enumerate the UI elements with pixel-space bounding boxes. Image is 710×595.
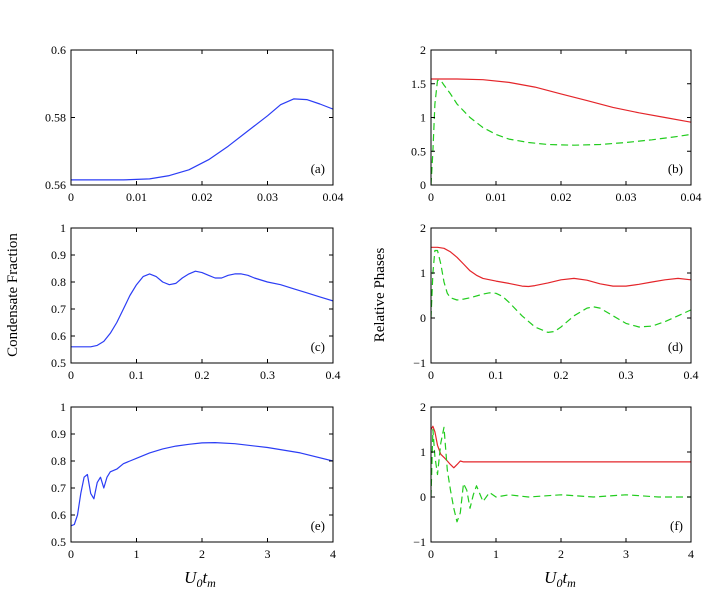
x-tick-label-c: 0.1 <box>129 368 144 382</box>
y-tick-label-c: 0.8 <box>51 275 66 289</box>
series-d-2 <box>431 249 691 333</box>
series-d-1 <box>431 246 691 288</box>
y-tick-label-e: 0.9 <box>51 427 66 441</box>
y-tick-label-e: 0.6 <box>51 508 66 522</box>
panel-label-f: (f) <box>670 518 683 533</box>
x-tick-label-e: 0 <box>68 547 74 561</box>
x-tick-label-d: 0 <box>428 368 434 382</box>
y-tick-label-c: 0.6 <box>51 329 66 343</box>
panel-label-c: (c) <box>311 339 325 354</box>
y-tick-label-d: −1 <box>413 356 426 370</box>
x-tick-label-a: 0.04 <box>323 190 344 204</box>
x-tick-label-d: 0.3 <box>619 368 634 382</box>
x-tick-label-e: 3 <box>265 547 271 561</box>
x-tick-label-b: 0.03 <box>616 190 637 204</box>
y-tick-label-a: 0.6 <box>51 43 66 57</box>
y-tick-label-d: 1 <box>420 266 426 280</box>
x-tick-label-e: 1 <box>134 547 140 561</box>
y-tick-label-c: 0.5 <box>51 356 66 370</box>
y-tick-label-f: −1 <box>413 535 426 549</box>
y-tick-label-b: 2 <box>420 43 426 57</box>
y-tick-label-d: 2 <box>420 221 426 235</box>
y-tick-label-d: 0 <box>420 311 426 325</box>
x-axis-label-left: U0tm <box>184 568 216 590</box>
panel-label-a: (a) <box>311 161 325 176</box>
x-tick-label-e: 2 <box>199 547 205 561</box>
axes-frame-a <box>70 49 334 186</box>
y-tick-label-a: 0.56 <box>45 178 66 192</box>
panel-c: 0 0.1 0.2 0.3 0.4 0.5 0.6 0.7 0.8 0.9 1 (c) <box>51 221 341 382</box>
x-label-u: U <box>184 568 198 587</box>
x-label-u: U <box>544 568 558 587</box>
axes-frame-f <box>430 406 692 543</box>
x-tick-label-c: 0 <box>68 368 74 382</box>
x-tick-label-f: 1 <box>493 547 499 561</box>
y-tick-label-c: 0.7 <box>51 302 66 316</box>
x-tick-label-c: 0.4 <box>326 368 341 382</box>
x-label-sub-0: 0 <box>196 576 202 590</box>
x-tick-label-f: 3 <box>623 547 629 561</box>
y-tick-label-f: 2 <box>420 400 426 414</box>
x-tick-label-d: 0.4 <box>684 368 699 382</box>
series-a-1 <box>71 98 333 181</box>
x-label-t: t <box>202 568 208 587</box>
x-tick-label-c: 0.2 <box>195 368 210 382</box>
y-tick-label-e: 0.7 <box>51 481 66 495</box>
x-tick-label-f: 4 <box>688 547 694 561</box>
y-tick-label-e: 0.5 <box>51 535 66 549</box>
series-c-1 <box>71 270 333 348</box>
panel-label-d: (d) <box>668 339 683 354</box>
x-tick-label-a: 0.02 <box>192 190 213 204</box>
x-tick-label-b: 0.04 <box>681 190 702 204</box>
y-tick-label-c: 0.9 <box>51 248 66 262</box>
x-tick-label-b: 0.02 <box>551 190 572 204</box>
y-tick-label-e: 1 <box>60 400 66 414</box>
x-tick-label-a: 0.03 <box>257 190 278 204</box>
x-tick-label-d: 0.2 <box>554 368 569 382</box>
y-tick-label-b: 1 <box>420 111 426 125</box>
x-axis-label-right: U0tm <box>544 568 576 590</box>
y-axis-label-left: Condensate Fraction <box>5 233 21 357</box>
y-tick-label-b: 0.5 <box>411 144 426 158</box>
panel-a: 0 0.01 0.02 0.03 0.04 0.56 0.58 0.6 (a) <box>45 43 344 204</box>
x-tick-label-f: 2 <box>558 547 564 561</box>
y-tick-label-b: 0 <box>420 178 426 192</box>
y-tick-label-f: 1 <box>420 445 426 459</box>
y-tick-label-c: 1 <box>60 221 66 235</box>
x-label-sub-0: 0 <box>556 576 562 590</box>
x-tick-label-d: 0.1 <box>489 368 504 382</box>
series-f-1 <box>431 425 691 469</box>
axes-frame-c <box>70 227 334 364</box>
y-axis-label-right: Relative Phases <box>372 248 388 343</box>
panel-label-e: (e) <box>311 518 325 533</box>
x-tick-label-c: 0.3 <box>260 368 275 382</box>
y-tick-label-a: 0.58 <box>45 111 66 125</box>
y-tick-label-f: 0 <box>420 490 426 504</box>
x-tick-label-a: 0.01 <box>126 190 147 204</box>
x-tick-label-a: 0 <box>68 190 74 204</box>
axes-frame-d <box>430 227 692 364</box>
y-tick-label-e: 0.8 <box>51 454 66 468</box>
series-e-1 <box>71 442 333 527</box>
x-tick-label-b: 0 <box>428 190 434 204</box>
x-tick-label-f: 0 <box>428 547 434 561</box>
x-label-sub-m: m <box>567 576 576 590</box>
axes-frame-e <box>70 406 334 543</box>
series-b-2 <box>431 79 691 185</box>
x-tick-label-b: 0.01 <box>486 190 507 204</box>
panel-b: 0 0.01 0.02 0.03 0.04 0 0.5 1 1.5 2 (b) <box>411 43 702 204</box>
panel-e: 0 1 2 3 4 0.5 0.6 0.7 0.8 0.9 1 (e) <box>51 400 336 561</box>
series-b-1 <box>431 78 691 123</box>
panel-label-b: (b) <box>668 161 683 176</box>
x-label-sub-m: m <box>207 576 216 590</box>
y-tick-label-b: 1.5 <box>411 77 426 91</box>
x-tick-label-e: 4 <box>330 547 336 561</box>
panels: 0 0.01 0.02 0.03 0.04 0.56 0.58 0.6 (a) 0 0.01 0.02… <box>45 43 702 561</box>
x-label-t: t <box>562 568 568 587</box>
series-f-2 <box>431 426 691 523</box>
